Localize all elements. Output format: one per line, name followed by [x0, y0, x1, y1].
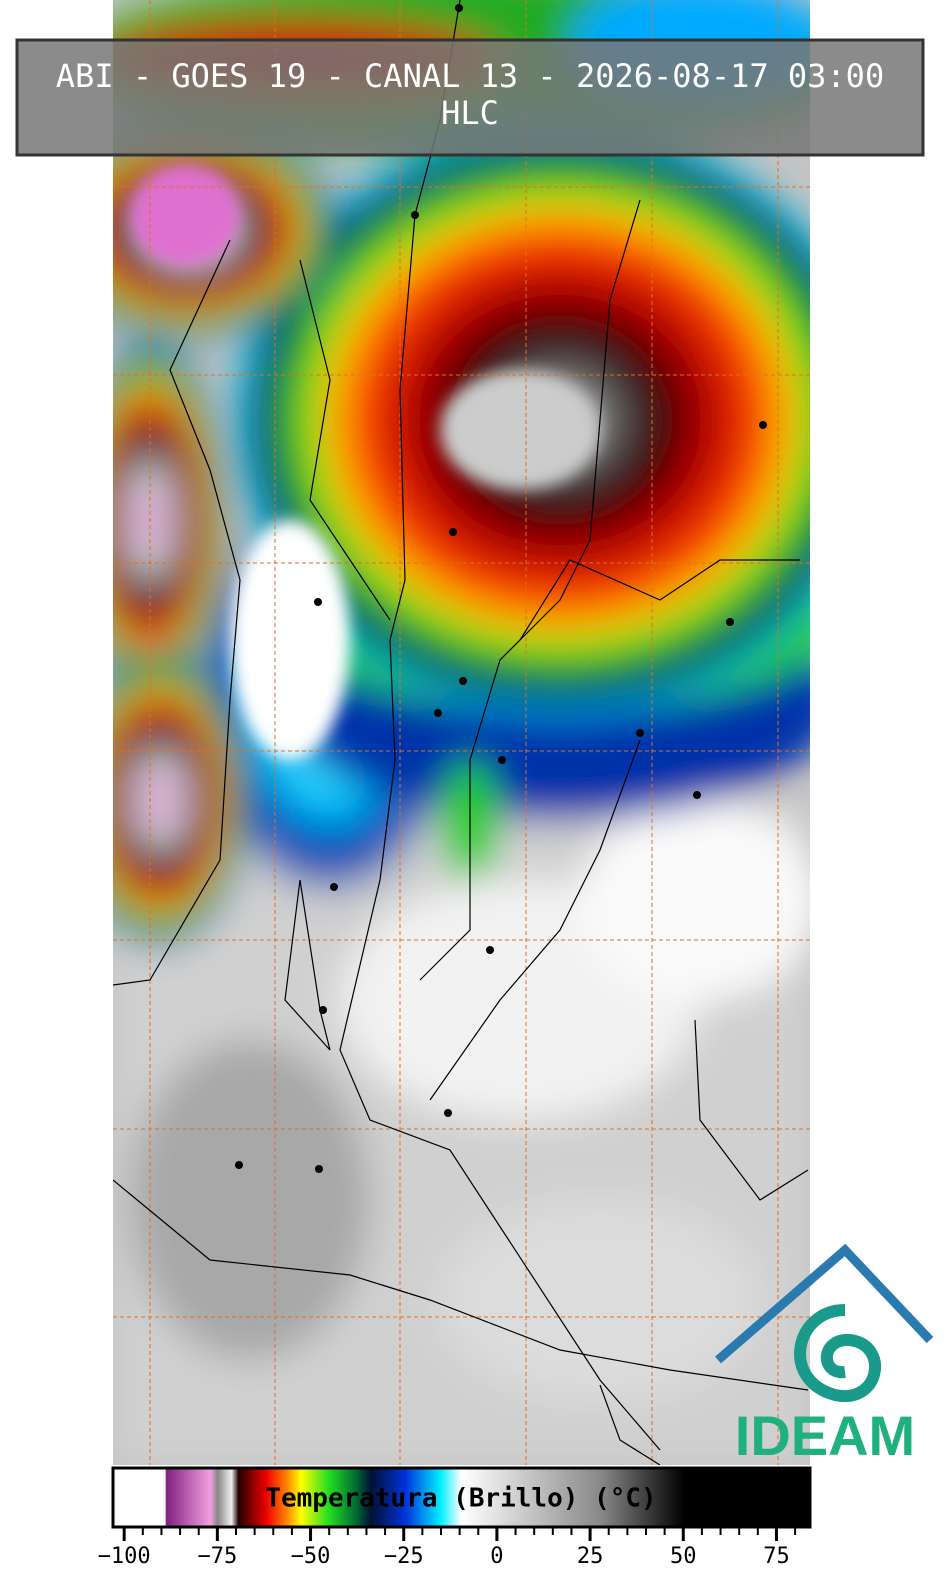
logo-text: IDEAM	[735, 1404, 915, 1467]
title-box	[15, 38, 925, 157]
colorbar-ramp	[111, 1466, 812, 1529]
colorbar-tick-label: 75	[763, 1544, 790, 1569]
colorbar-tick-label: −50	[291, 1544, 331, 1569]
colorbar-tick-label: −100	[98, 1544, 151, 1569]
colorbar-tick-label: 25	[577, 1544, 604, 1569]
cities	[235, 4, 767, 1173]
subtitle: HLC	[441, 94, 499, 132]
graticule	[113, 0, 810, 1465]
logo: IDEAM	[715, 1243, 934, 1467]
map	[113, 0, 810, 1465]
colorbar-tick-label: 0	[490, 1544, 503, 1569]
title: ABI - GOES 19 - CANAL 13 - 2026-08-17 03…	[56, 57, 884, 95]
colorbar-tick-label: 50	[670, 1544, 697, 1569]
colorbar: Temperatura (Brillo) (°C)	[111, 1466, 812, 1529]
colorbar-tick-label: −25	[384, 1544, 424, 1569]
colorbar-label: Temperatura (Brillo) (°C)	[265, 1484, 656, 1514]
colorbar-tick-label: −75	[197, 1544, 237, 1569]
